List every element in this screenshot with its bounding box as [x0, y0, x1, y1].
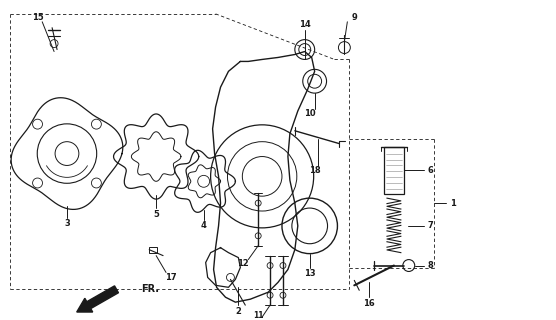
Bar — [384, 147, 404, 194]
Text: 5: 5 — [153, 210, 159, 219]
Text: 8: 8 — [428, 261, 434, 270]
Text: 6: 6 — [428, 166, 434, 175]
Text: 4: 4 — [201, 221, 207, 230]
Bar — [149, 247, 157, 253]
FancyArrow shape — [77, 286, 118, 312]
Text: 17: 17 — [165, 273, 177, 282]
Text: 12: 12 — [237, 259, 249, 268]
Text: 14: 14 — [299, 20, 311, 29]
Text: 2: 2 — [235, 307, 241, 316]
Text: FR.: FR. — [141, 284, 159, 294]
Text: 9: 9 — [351, 13, 357, 22]
Text: 13: 13 — [304, 269, 315, 278]
Text: 18: 18 — [309, 166, 320, 175]
Text: 16: 16 — [363, 299, 375, 308]
Text: 11: 11 — [253, 310, 264, 320]
Text: 10: 10 — [304, 109, 315, 118]
Text: 3: 3 — [64, 220, 70, 228]
Text: 1: 1 — [450, 199, 456, 208]
Text: 7: 7 — [428, 221, 434, 230]
Text: 15: 15 — [32, 13, 44, 22]
